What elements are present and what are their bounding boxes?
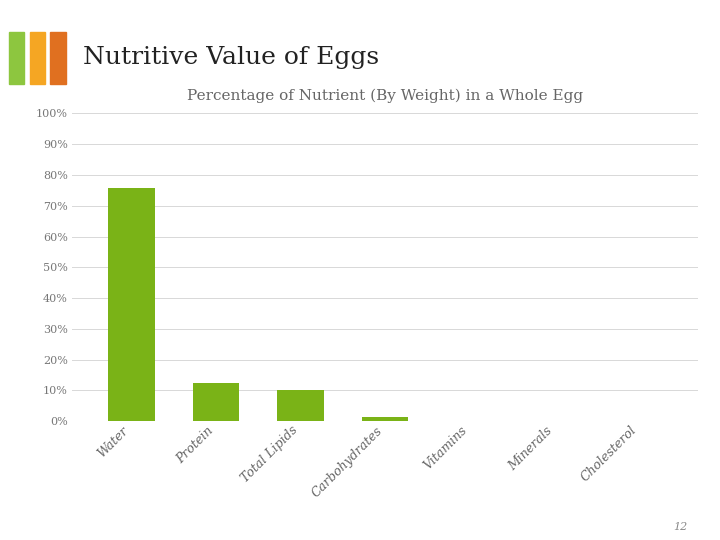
Bar [108,188,155,421]
Text: Nutritive Value of Eggs: Nutritive Value of Eggs [83,46,379,69]
Text: 12: 12 [673,522,688,532]
Bar [362,416,408,421]
Polygon shape [0,468,720,540]
Bar [277,390,324,421]
Title: Percentage of Nutrient (By Weight) in a Whole Egg: Percentage of Nutrient (By Weight) in a … [187,88,583,103]
Bar [193,383,239,421]
